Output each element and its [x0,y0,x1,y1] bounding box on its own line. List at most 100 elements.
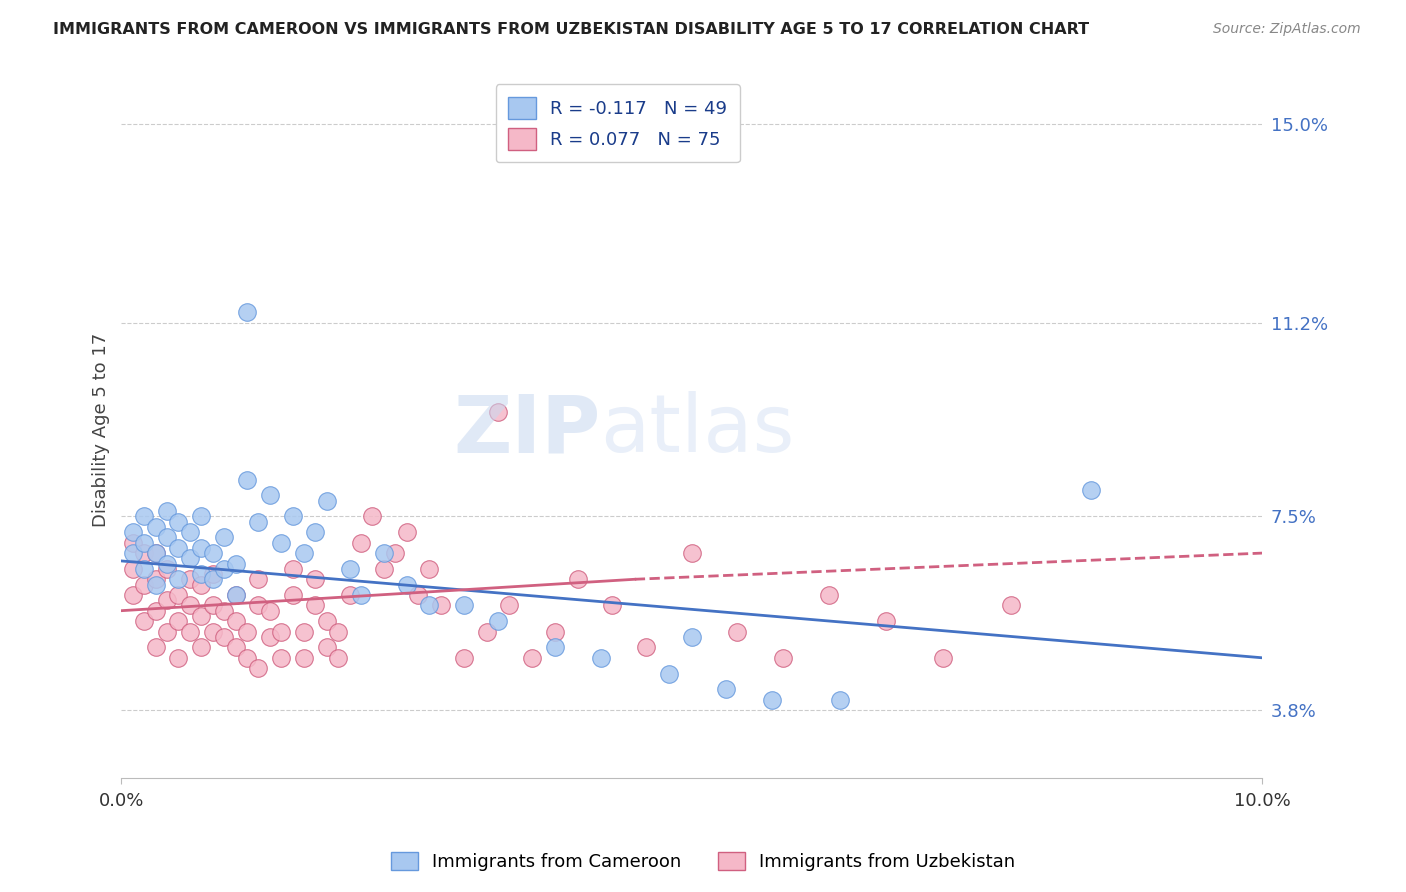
Point [350,588,373,602]
Point [145,520,167,534]
Point [179,551,201,566]
Point [395,525,418,540]
Point [339,588,361,602]
Point [281,588,304,602]
Point [373,562,395,576]
Point [190,541,212,555]
Text: Source: ZipAtlas.com: Source: ZipAtlas.com [1213,22,1361,37]
Point [236,650,259,665]
Point [453,650,475,665]
Point [406,588,429,602]
Point [418,562,440,576]
Point [315,493,337,508]
Point [167,588,190,602]
Point [201,572,224,586]
Point [121,535,143,549]
Point [225,557,247,571]
Point [247,599,270,613]
Point [259,488,281,502]
Point [179,525,201,540]
Point [830,692,852,706]
Point [225,614,247,628]
Point [156,593,179,607]
Point [304,525,326,540]
Point [145,577,167,591]
Point [1080,483,1102,498]
Point [236,305,259,319]
Point [145,572,167,586]
Text: IMMIGRANTS FROM CAMEROON VS IMMIGRANTS FROM UZBEKISTAN DISABILITY AGE 5 TO 17 CO: IMMIGRANTS FROM CAMEROON VS IMMIGRANTS F… [53,22,1090,37]
Point [681,546,703,560]
Point [212,530,235,544]
Point [121,588,143,602]
Point [190,567,212,582]
Point [225,640,247,655]
Point [259,604,281,618]
Point [292,546,315,560]
Legend: R = -0.117   N = 49, R = 0.077   N = 75: R = -0.117 N = 49, R = 0.077 N = 75 [496,84,740,162]
Point [486,614,509,628]
Point [567,572,589,586]
Point [475,624,498,639]
Point [156,530,179,544]
Point [134,577,156,591]
Point [453,599,475,613]
Point [145,546,167,560]
Point [658,666,681,681]
Point [156,504,179,518]
Text: atlas: atlas [600,391,794,469]
Point [304,572,326,586]
Point [681,630,703,644]
Point [134,509,156,524]
Point [247,572,270,586]
Point [247,515,270,529]
Point [190,640,212,655]
Point [190,608,212,623]
Point [190,509,212,524]
Point [134,546,156,560]
Point [201,567,224,582]
Text: ZIP: ZIP [453,391,600,469]
Point [156,624,179,639]
Point [714,682,737,697]
Point [636,640,658,655]
Point [190,577,212,591]
Point [121,525,143,540]
Point [270,650,292,665]
Point [156,562,179,576]
Point [134,614,156,628]
Point [292,624,315,639]
Point [212,604,235,618]
Point [167,650,190,665]
Point [430,599,453,613]
Point [875,614,897,628]
Point [179,572,201,586]
Point [544,624,567,639]
Legend: Immigrants from Cameroon, Immigrants from Uzbekistan: Immigrants from Cameroon, Immigrants fro… [384,845,1022,879]
Point [498,599,520,613]
Point [361,509,384,524]
Point [727,624,749,639]
Point [1000,599,1022,613]
Point [212,630,235,644]
Point [270,535,292,549]
Point [315,614,337,628]
Point [328,624,350,639]
Point [134,535,156,549]
Point [167,572,190,586]
Point [134,562,156,576]
Point [236,473,259,487]
Point [520,650,543,665]
Point [167,614,190,628]
Point [212,562,235,576]
Point [236,624,259,639]
Point [589,650,612,665]
Point [145,546,167,560]
Point [121,562,143,576]
Point [201,546,224,560]
Point [544,640,567,655]
Point [600,599,623,613]
Point [247,661,270,675]
Point [350,535,373,549]
Y-axis label: Disability Age 5 to 17: Disability Age 5 to 17 [93,333,110,527]
